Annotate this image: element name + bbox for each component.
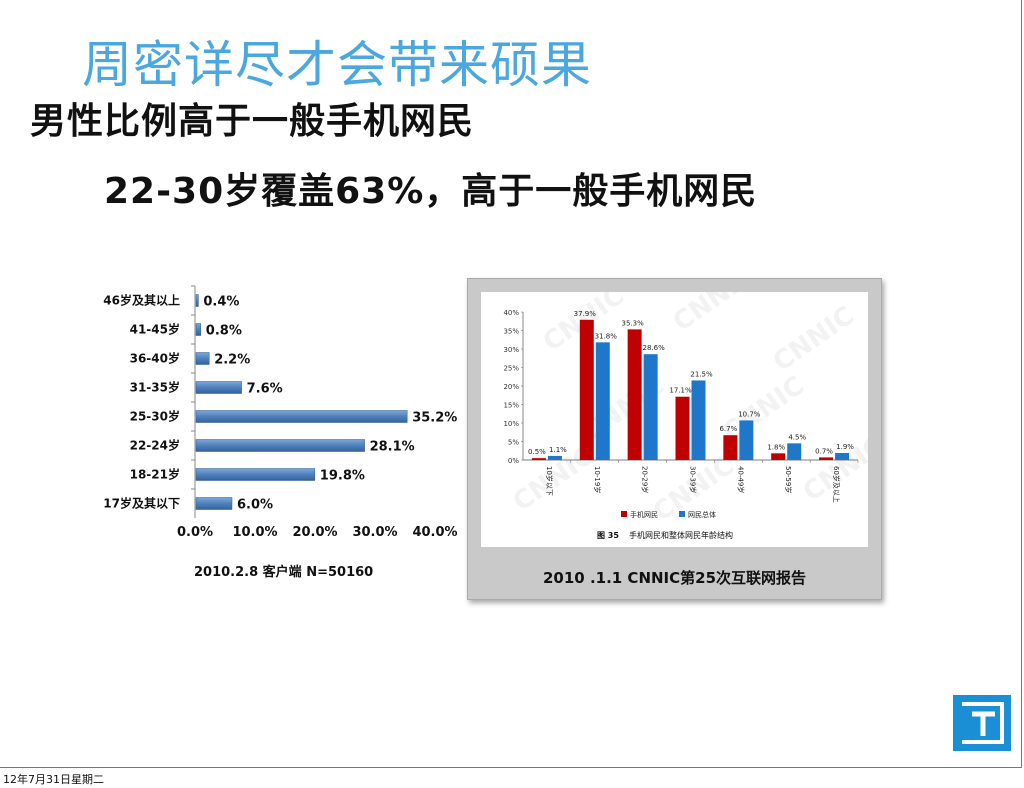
legend-swatch — [679, 511, 685, 517]
cnnic-chart-panel: CNNICCNNICCNNICCNNICCNNICCNNICCNNICCNNIC… — [467, 261, 890, 600]
y-tick-label: 40% — [503, 309, 519, 317]
bar-mobile — [579, 319, 594, 460]
x-tick-label: 30-39岁 — [689, 466, 698, 493]
age-distribution-chart: 46岁及其以上 0.4% 41-45岁 0.8% 36-40岁 2.2% 31-35岁 7.6… — [103, 285, 458, 580]
data-label: 1.9% — [836, 443, 854, 451]
x-tick-label: 30.0% — [352, 525, 397, 540]
x-tick-label: 40-49岁 — [736, 466, 745, 493]
category-label: 46岁及其以上 — [103, 293, 180, 308]
x-tick-label: 10.0% — [232, 525, 277, 540]
x-tick-label: 20.0% — [292, 525, 337, 540]
bar-internet — [547, 455, 562, 460]
cnnic-source-caption: 2010 .1.1 CNNIC第25次互联网报告 — [542, 569, 807, 587]
x-tick-label: 10-19岁 — [593, 466, 602, 493]
x-tick-label: 20-29岁 — [641, 466, 650, 493]
x-tick-label: 50-59岁 — [784, 466, 793, 493]
bar-internet — [691, 380, 706, 460]
slide-subtitle: 22-30岁覆盖63%，高于一般手机网民 — [104, 171, 758, 212]
bar — [195, 439, 365, 452]
figure-label: 图 35 — [597, 531, 619, 540]
data-label: 31.8% — [595, 332, 618, 340]
data-label: 0.7% — [815, 447, 833, 455]
legend-label: 网民总体 — [688, 510, 716, 519]
bar-internet — [643, 354, 658, 460]
category-label: 22-24岁 — [130, 438, 180, 453]
y-tick-label: 25% — [503, 365, 519, 373]
bar-mobile — [675, 396, 690, 460]
slide-title: 男性比例高于一般手机网民 — [30, 101, 475, 142]
data-label: 35.3% — [622, 319, 645, 327]
category-label: 25-30岁 — [130, 409, 180, 424]
data-label: 0.5% — [528, 448, 546, 456]
category-label: 31-35岁 — [130, 380, 180, 395]
category-label: 41-45岁 — [130, 322, 180, 337]
figure-title: 手机网民和整体网民年龄结构 — [629, 530, 733, 540]
cnnic-age-chart: CNNICCNNICCNNICCNNICCNNICCNNICCNNICCNNIC… — [503, 261, 889, 540]
x-tick-label: 40.0% — [412, 525, 457, 540]
data-label: 10.7% — [738, 410, 761, 418]
faded-title: 周密详尽才会带来硕果 — [82, 36, 592, 88]
bar-internet — [739, 420, 754, 460]
y-tick-label: 20% — [503, 383, 519, 391]
y-tick-label: 15% — [503, 402, 519, 410]
y-tick-label: 10% — [503, 420, 519, 428]
value-label: 35.2% — [412, 411, 457, 426]
bar-mobile — [627, 329, 642, 460]
bar-internet — [835, 452, 850, 460]
data-label: 28.6% — [643, 344, 666, 352]
bar — [195, 294, 199, 307]
bar — [195, 497, 233, 510]
cnnic-chart-area: CNNICCNNICCNNICCNNICCNNICCNNICCNNICCNNIC… — [481, 261, 890, 547]
data-label: 21.5% — [690, 370, 713, 378]
y-tick-label: 30% — [503, 346, 519, 354]
bar — [195, 410, 408, 423]
data-label: 1.8% — [767, 443, 785, 451]
data-label: 37.9% — [574, 310, 597, 318]
y-tick-label: 5% — [508, 439, 519, 447]
x-tick-label: 60岁及以上 — [832, 466, 841, 503]
legend-label: 手机网民 — [630, 510, 658, 519]
bar-mobile — [819, 457, 834, 460]
data-label: 17.1% — [669, 387, 692, 395]
brand-logo-icon — [953, 695, 1011, 751]
category-label: 18-21岁 — [130, 467, 180, 482]
value-label: 6.0% — [237, 498, 273, 513]
bar-mobile — [723, 435, 738, 460]
bar — [195, 352, 210, 365]
y-tick-label: 0% — [508, 457, 519, 465]
watermark-text: CNNIC — [668, 292, 760, 338]
value-label: 7.6% — [247, 382, 283, 397]
category-label: 17岁及其以下 — [103, 496, 180, 511]
data-label: 4.5% — [788, 433, 806, 441]
legend-swatch — [621, 511, 627, 517]
bar — [195, 381, 242, 394]
chart-caption: 2010.2.8 客户端 N=50160 — [194, 564, 373, 580]
bar-mobile — [531, 458, 546, 460]
watermark-text: CNNIC — [768, 301, 860, 378]
x-tick-label: 10岁以下 — [545, 466, 554, 496]
value-label: 2.2% — [214, 353, 250, 368]
x-tick-label: 0.0% — [177, 525, 213, 540]
footer-date: 12年7月31日星期二 — [3, 773, 104, 786]
bar-mobile — [771, 453, 786, 460]
bar-internet — [595, 342, 610, 460]
slide: 周密详尽才会带来硕果 男性比例高于一般手机网民 22-30岁覆盖63%，高于一般… — [0, 0, 1022, 768]
bar — [195, 468, 316, 481]
value-label: 0.8% — [206, 324, 242, 339]
bar — [195, 323, 202, 336]
value-label: 28.1% — [370, 440, 415, 455]
bar-internet — [787, 443, 802, 460]
y-tick-label: 35% — [503, 328, 519, 336]
value-label: 0.4% — [203, 295, 239, 310]
value-label: 19.8% — [320, 469, 365, 484]
category-label: 36-40岁 — [130, 351, 180, 366]
data-label: 1.1% — [549, 446, 567, 454]
data-label: 6.7% — [719, 425, 737, 433]
